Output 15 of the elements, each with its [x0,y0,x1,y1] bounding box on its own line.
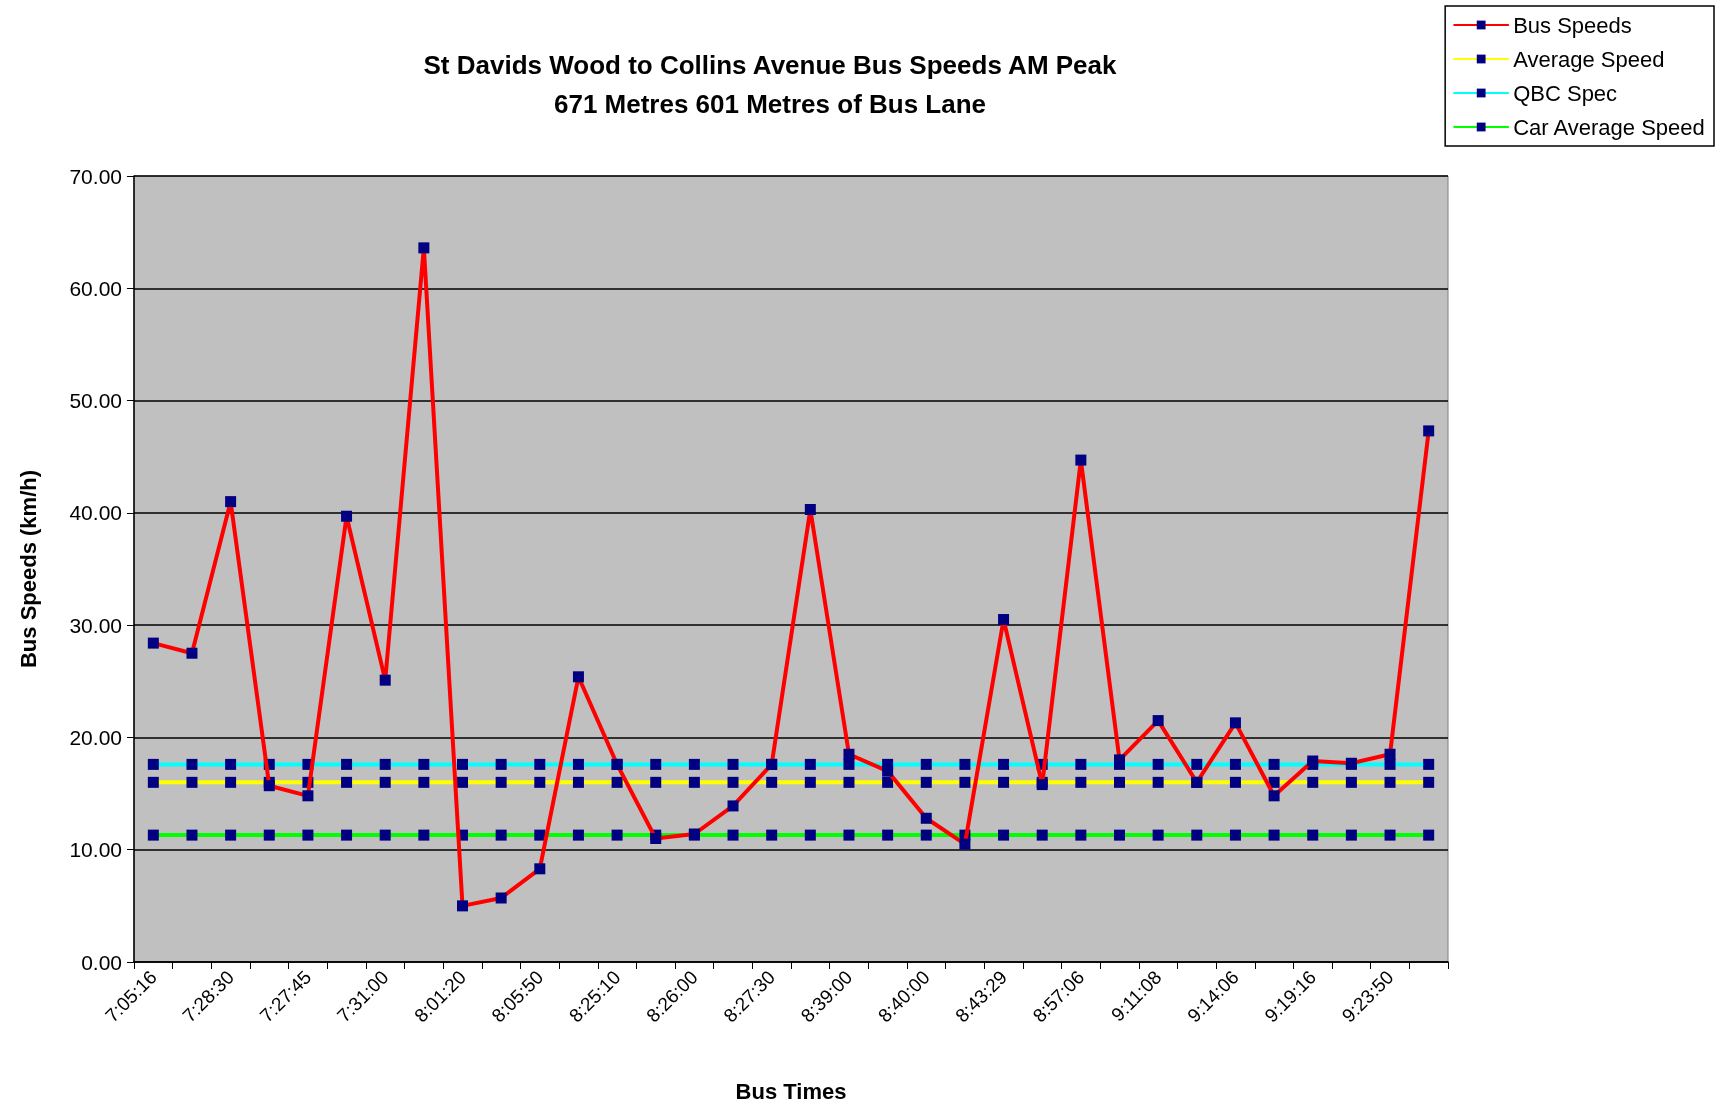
y-tick-label: 50.00 [69,389,122,413]
y-tick-label: 0.00 [81,950,122,974]
y-tick-label: 30.00 [69,613,122,637]
legend-label: Car Average Speed [1513,114,1705,140]
legend-label: Average Speed [1513,46,1665,72]
y-tick-label: 10.00 [69,838,122,862]
y-tick-label: 60.00 [69,276,122,300]
y-tick-label: 70.00 [69,164,122,188]
legend-label: Bus Speeds [1513,12,1632,38]
chart-title: St Davids Wood to Collins Avenue Bus Speeds AM Peak 671 Metres 601 Metres of Bus Lane [423,49,1118,119]
y-tick-label: 40.00 [69,501,122,525]
x-axis-title: Bus Times [735,1078,847,1104]
y-axis-title: Bus Speeds (km/h) [15,469,41,669]
y-tick-label: 20.00 [69,725,122,749]
legend-label: QBC Spec [1513,80,1618,106]
